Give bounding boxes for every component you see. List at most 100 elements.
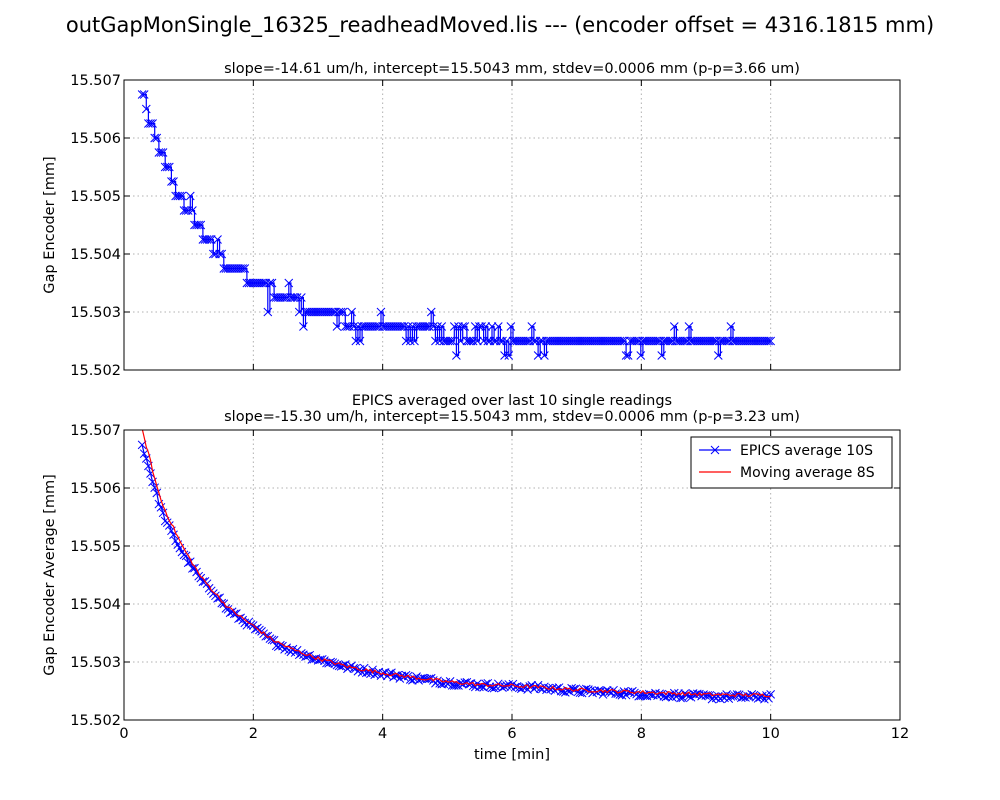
x-marker <box>223 264 233 273</box>
x-marker <box>146 119 155 128</box>
x-tick-label: 8 <box>637 726 646 742</box>
x-marker <box>315 307 325 317</box>
x-marker <box>661 692 671 702</box>
x-marker <box>540 351 549 360</box>
x-marker <box>544 683 553 693</box>
x-marker <box>558 336 568 346</box>
x-marker <box>502 336 512 346</box>
x-marker <box>428 322 438 331</box>
x-marker <box>372 322 382 331</box>
x-marker <box>617 336 627 346</box>
x-marker <box>709 336 719 346</box>
x-marker <box>598 336 608 346</box>
legend-box <box>690 436 893 489</box>
x-marker <box>384 322 394 331</box>
x-marker <box>330 307 340 317</box>
x-marker <box>544 336 553 346</box>
x-marker <box>215 249 224 259</box>
x-marker <box>657 351 667 360</box>
x-marker <box>464 336 474 346</box>
x-marker <box>483 336 493 346</box>
x-marker <box>707 336 717 346</box>
x-marker <box>206 235 216 244</box>
x-marker <box>311 307 321 317</box>
x-marker <box>278 293 287 302</box>
x-marker <box>510 336 520 346</box>
x-marker <box>504 351 514 360</box>
x-marker <box>690 336 700 346</box>
x-marker <box>213 235 222 244</box>
x-marker <box>600 336 610 346</box>
x-marker <box>217 249 227 259</box>
x-marker <box>447 336 457 346</box>
x-marker <box>219 264 229 273</box>
x-marker <box>659 336 669 346</box>
x-marker <box>424 322 434 331</box>
x-tick-label: 10 <box>761 726 779 742</box>
x-marker <box>672 336 681 346</box>
x-marker <box>485 336 495 346</box>
x-marker <box>514 336 524 346</box>
x-marker <box>755 336 765 346</box>
x-marker <box>686 336 696 346</box>
x-marker <box>313 307 323 317</box>
x-marker <box>516 336 526 346</box>
x-marker <box>364 322 373 331</box>
x-marker <box>634 336 644 346</box>
x-marker <box>188 206 197 215</box>
x-marker <box>345 322 354 331</box>
x-marker <box>512 336 522 346</box>
x-marker <box>336 307 346 317</box>
bottom-plot-area <box>137 430 776 704</box>
x-marker <box>720 336 729 346</box>
y-tick-label: 15.507 <box>70 73 121 89</box>
x-marker <box>711 336 721 346</box>
x-marker <box>749 336 759 346</box>
x-marker <box>158 148 168 157</box>
x-marker <box>198 235 208 244</box>
x-marker <box>208 249 218 259</box>
x-marker <box>164 521 174 530</box>
x-marker <box>229 264 239 273</box>
x-marker <box>240 264 250 273</box>
x-marker <box>265 278 275 288</box>
x-marker <box>271 293 281 302</box>
x-marker <box>529 336 539 346</box>
x-marker <box>340 322 350 331</box>
x-marker <box>519 336 528 346</box>
x-marker <box>317 307 327 317</box>
x-marker <box>625 336 635 346</box>
bottom-x-axis-label: time [min] <box>474 747 550 763</box>
x-marker <box>144 119 153 128</box>
x-marker <box>303 307 312 317</box>
x-marker <box>462 336 472 346</box>
x-marker <box>613 336 623 346</box>
x-marker <box>164 162 174 172</box>
x-marker <box>489 336 499 346</box>
x-marker <box>535 336 545 346</box>
x-marker <box>592 336 602 346</box>
x-marker <box>621 351 631 360</box>
x-marker <box>395 322 405 331</box>
x-marker <box>200 235 210 244</box>
x-marker <box>477 322 486 331</box>
x-marker <box>202 235 212 244</box>
x-marker <box>227 264 237 273</box>
x-marker <box>290 293 300 302</box>
x-marker <box>508 336 518 346</box>
x-marker <box>730 336 740 346</box>
x-marker <box>294 307 304 317</box>
bottom-y-axis-label: Gap Encoder Average [mm] <box>42 474 58 676</box>
x-marker <box>169 530 178 540</box>
x-marker <box>642 336 652 346</box>
x-marker <box>745 336 755 346</box>
x-marker <box>667 336 677 346</box>
x-marker <box>443 336 453 346</box>
x-marker <box>527 322 537 331</box>
x-marker <box>374 322 384 331</box>
x-marker <box>644 336 654 346</box>
x-marker <box>713 351 723 360</box>
x-marker <box>646 336 656 346</box>
x-marker <box>531 336 541 346</box>
x-marker <box>299 322 308 331</box>
